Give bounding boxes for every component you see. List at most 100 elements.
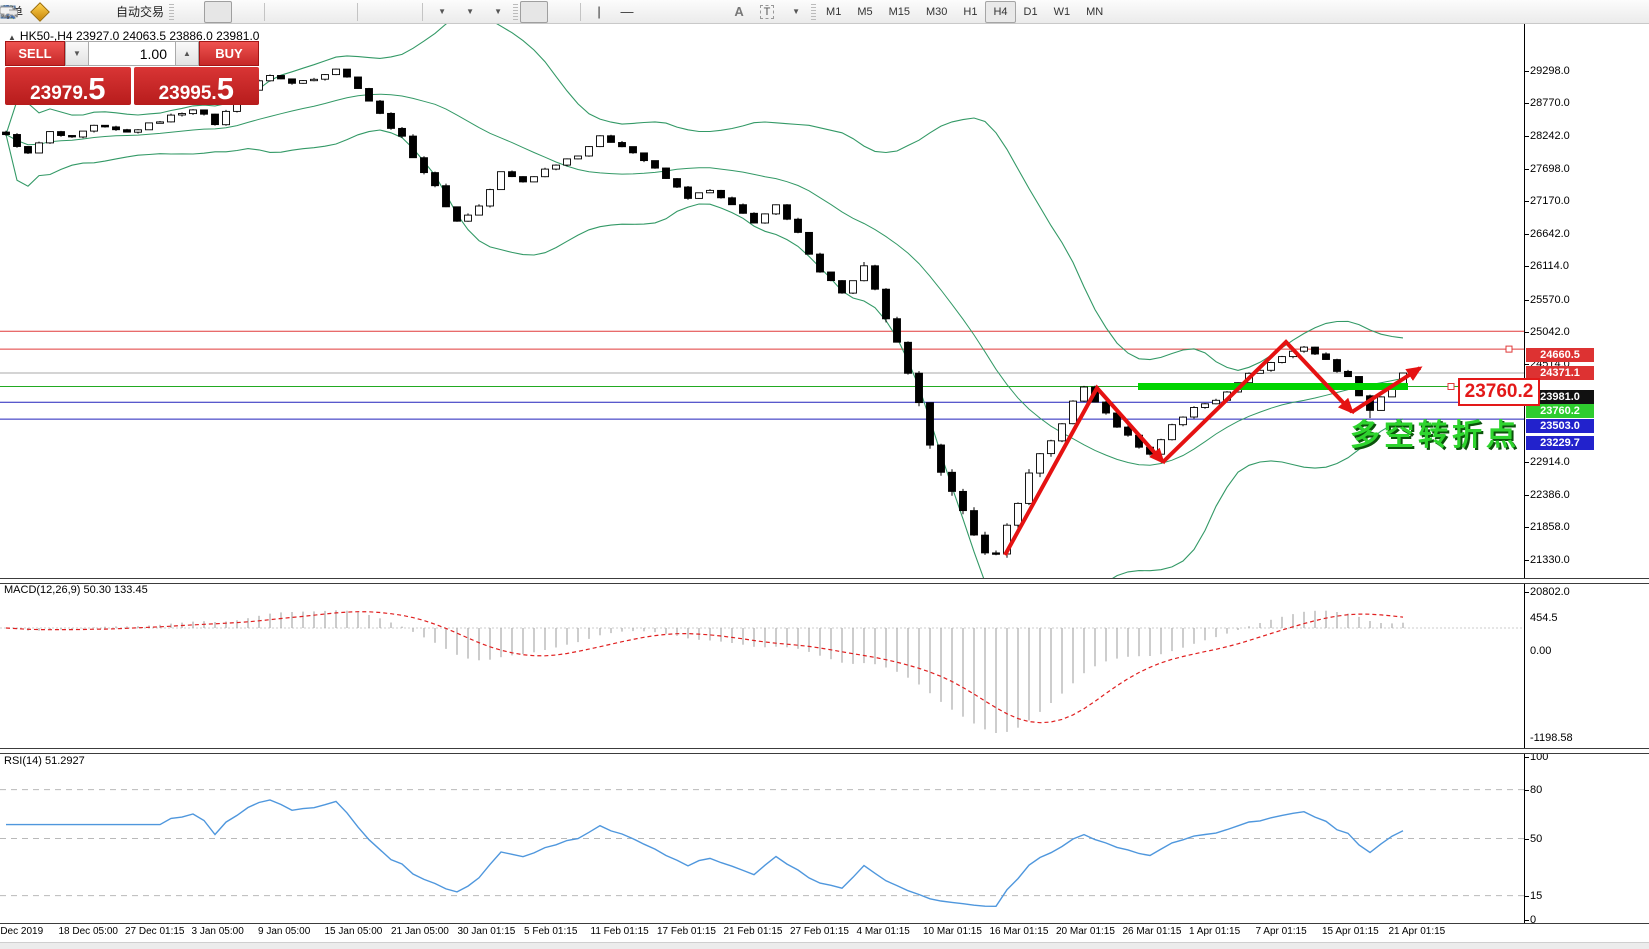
vertical-line-icon[interactable]: | [597, 4, 601, 19]
macd-axis-label: 0.00 [1530, 645, 1552, 657]
autotrading-label: 自动交易 [116, 5, 165, 19]
macd-label: MACD(12,26,9) 50.30 133.45 [4, 584, 148, 596]
timeframe-D1[interactable]: D1 [1023, 5, 1038, 18]
date-label: 20 Mar 01:15 [1056, 926, 1115, 937]
rsi-axis-label: 0 [1530, 914, 1537, 926]
price-tick: 26114.0 [1530, 260, 1569, 272]
macd-pane-canvas[interactable] [0, 582, 1524, 750]
chat-icon[interactable] [0, 1, 1643, 23]
date-axis: 2 Dec 2019 18 Dec 05:00 27 Dec 01:15 3 Jan … [0, 926, 1649, 942]
price-tick: 20802.0 [1530, 586, 1570, 598]
date-label: 5 Feb 01:15 [524, 926, 578, 937]
price-tick: 25570.0 [1530, 294, 1570, 306]
buy-price-box[interactable]: 23995. 5 [133, 67, 259, 105]
pane-separator[interactable] [0, 578, 1649, 584]
support-highlight-segment [1138, 383, 1408, 390]
signals-icon[interactable] [1, 1, 110, 23]
rsi-pane-canvas[interactable] [0, 752, 1524, 924]
symbol-arrow-icon: ▲ [8, 33, 16, 42]
text-label-icon[interactable]: T [753, 1, 781, 23]
date-label: 4 Mar 01:15 [856, 926, 910, 937]
price-badge: 23229.7 [1526, 436, 1594, 450]
price-axis-line [1524, 24, 1525, 923]
metaeditor-icon[interactable] [26, 1, 54, 23]
cursor-icon[interactable] [4, 0, 549, 23]
date-label: 27 Dec 01:15 [125, 926, 185, 937]
date-label: 17 Feb 01:15 [657, 926, 716, 937]
channel-icon[interactable]: E [0, 1, 697, 23]
sell-button[interactable]: SELL [5, 41, 65, 66]
crosshair-icon[interactable] [1, 1, 576, 23]
shapes-button[interactable]: ▼ [1, 1, 809, 23]
community-icon[interactable] [2, 1, 82, 23]
timeframe-W1[interactable]: W1 [1053, 5, 1071, 18]
chart-shift-icon[interactable] [1, 1, 418, 23]
date-axis-separator [0, 923, 1649, 924]
turning-point-annotation[interactable]: 多空转折点 [1350, 419, 1520, 452]
bollinger-lower [5, 129, 1404, 580]
date-label: 26 Mar 01:15 [1122, 926, 1182, 937]
volume-decrease-button[interactable]: ▼ [65, 41, 89, 66]
price-badge: 24660.5 [1526, 348, 1594, 362]
timeframe-M15[interactable]: M15 [888, 5, 910, 18]
auto-scroll-icon[interactable] [1, 1, 390, 23]
volume-field[interactable]: 1.00 [89, 41, 175, 66]
candlestick-icon[interactable] [1, 0, 233, 23]
rsi-axis-label: 50 [1530, 833, 1543, 845]
price-tick: 28242.0 [1530, 130, 1570, 142]
price-tick: 21330.0 [1530, 554, 1570, 566]
price-tick: 24514.0 [1530, 358, 1570, 370]
templates-button[interactable]: ▼ [0, 1, 511, 23]
tile-windows-icon[interactable] [0, 1, 353, 23]
date-label: 21 Feb 01:15 [723, 926, 783, 937]
trend-arrow [1350, 366, 1423, 414]
horizontal-line-icon[interactable]: — [620, 4, 634, 19]
volume-increase-button[interactable]: ▲ [175, 41, 199, 66]
buy-button[interactable]: BUY [199, 41, 259, 66]
macd-signal-line [5, 611, 1404, 724]
date-label: 2 Dec 2019 [0, 926, 44, 937]
pane-separator[interactable] [0, 748, 1649, 754]
chart-title: ▲ HK50-,H4 23927.0 24063.5 23886.0 23981.… [8, 29, 260, 43]
date-label: 18 Dec 05:00 [58, 926, 119, 937]
main-chart-canvas[interactable] [0, 24, 1524, 580]
price-annotation-box[interactable]: 23760.2 [1458, 378, 1540, 406]
periods-button[interactable]: ▼ [1, 1, 483, 23]
timeframe-M5[interactable]: M5 [857, 5, 873, 18]
search-icon[interactable] [1, 1, 1615, 23]
indicators-dropdown-arrow: ▼ [438, 7, 446, 16]
timeframe-M1[interactable]: M1 [826, 5, 842, 18]
text-icon[interactable]: A [734, 4, 744, 19]
fibonacci-icon[interactable]: F [1, 1, 725, 23]
timeframe-group: M1 M5 M15 M30 H1 H4 D1 W1 MN [818, 0, 1111, 23]
date-label: 1 Apr 01:15 [1189, 926, 1241, 937]
chart-window: ▲ HK50-,H4 23927.0 24063.5 23886.0 23981.… [0, 24, 1649, 949]
price-tick: 28770.0 [1530, 97, 1570, 109]
line-chart-icon[interactable] [0, 1, 260, 23]
timeframe-MN[interactable]: MN [1086, 5, 1104, 18]
bollinger-middle [5, 93, 1404, 466]
date-label: 3 Jan 05:00 [191, 926, 244, 937]
toolbar: 订单 自动交易 ▼ ▼ [0, 0, 1649, 24]
trendline-icon[interactable] [1, 1, 669, 23]
macd-axis-label: 454.5 [1530, 612, 1558, 624]
timeframe-H1[interactable]: H1 [963, 5, 978, 18]
date-label: 7 Apr 01:15 [1255, 926, 1307, 937]
status-strip [0, 942, 1649, 949]
sell-price-box[interactable]: 23979. 5 [5, 67, 131, 105]
rsi-line [6, 799, 1404, 908]
date-label: 15 Apr 01:15 [1322, 926, 1379, 937]
timeframe-M30[interactable]: M30 [926, 5, 948, 18]
rsi-label: RSI(14) 51.2927 [4, 755, 85, 767]
indicators-button[interactable]: ▼ [0, 1, 455, 23]
toolbar-grip [513, 3, 519, 20]
bar-chart-icon[interactable] [1, 1, 204, 23]
zoom-in-icon[interactable] [1, 1, 297, 23]
autotrading-button[interactable]: 自动交易 [1, 1, 167, 23]
shapes-dropdown-arrow: ▼ [792, 7, 800, 16]
date-label: 9 Jan 05:00 [258, 926, 311, 937]
zoom-out-icon[interactable] [1, 1, 325, 23]
timeframe-H4[interactable]: H4 [985, 0, 1016, 23]
one-click-trading-panel: SELL ▼ 1.00 ▲ BUY 23979. 5 23995. 5 [5, 41, 259, 105]
macd-axis-label: -1198.58 [1530, 732, 1573, 744]
